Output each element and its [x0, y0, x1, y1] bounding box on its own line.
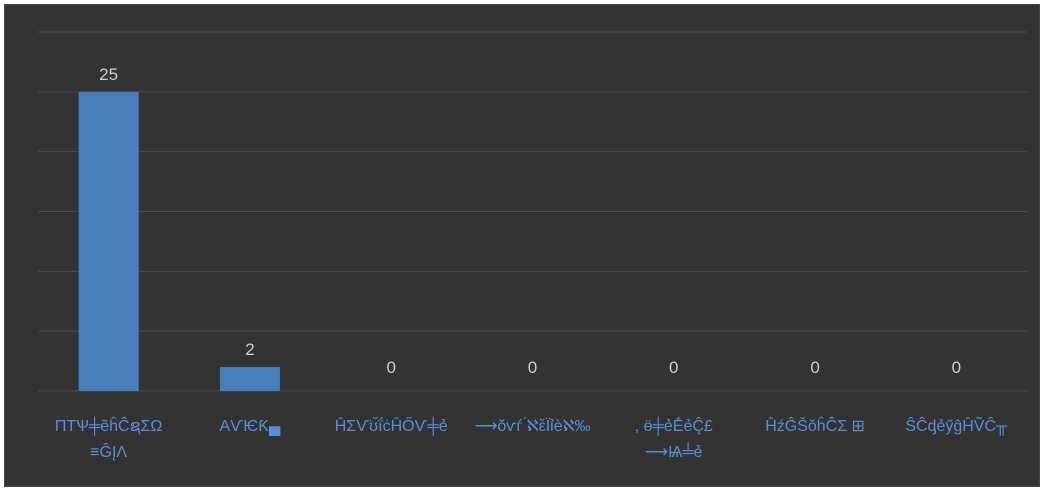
- category-tick-label: ŜĈ̂ᶁẻӳĝĤṼĈ╥: [905, 415, 1008, 437]
- data-label: 0: [669, 358, 678, 377]
- category-tick-label: ПТѰ╪ẽĥĈ̂ຊΣΩ ≡ĜĮΛ: [55, 415, 163, 461]
- category-tick-label: , ӫ╪ẻḖẻĈ̨£ ⟶Ѩ╧ẻ: [635, 416, 713, 461]
- category-tick-label: ⟶ŏѵѓ ́ℵἔЇỉѐℵ‰: [474, 415, 590, 435]
- gridlines: [38, 31, 1027, 392]
- category-tick-label-line: ŜĈ̂ᶁẻӳĝĤṼĈ╥: [905, 415, 1008, 437]
- data-label: 0: [810, 358, 819, 377]
- data-label: 2: [245, 340, 254, 359]
- category-tick-label-line: ΑѴѤƘ▄: [220, 418, 281, 436]
- data-label: 0: [386, 358, 395, 377]
- category-tick-label-line: ĤΣѴ̈ʊ̆ḯċĤŐѴ╪ẻ: [335, 416, 448, 436]
- bars: [78, 91, 280, 391]
- category-tick-label-line: ≡ĜĮΛ: [90, 442, 127, 461]
- category-tick-label-line: ⟶Ѩ╧ẻ: [645, 442, 703, 461]
- category-tick-label-line: ĤźĜŠŏĥĈ̂Σ ⊞: [765, 415, 865, 435]
- category-tick-label: ΑѴѤƘ▄: [220, 418, 281, 436]
- category-axis-labels: ПТѰ╪ẽĥĈ̂ຊΣΩ ≡ĜĮΛ ΑѴѤƘ▄ ĤΣѴ̈ʊ̆ḯċĤŐѴ╪ẻ ⟶ŏѵѓ ́ℵ…: [55, 415, 1008, 461]
- bar-chart: 25 2 0 0 0 0 0 ПТѰ╪ẽĥĈ̂ຊΣΩ ≡ĜĮΛ ΑѴѤƘ▄ ĤΣѴ̈ʊ̆ḯċĤŐѴ…: [38, 31, 1027, 461]
- category-tick-label-line: ПТѰ╪ẽĥĈ̂ຊΣΩ: [55, 415, 163, 436]
- data-label: 0: [528, 358, 537, 377]
- data-label: 0: [952, 358, 961, 377]
- bar: [219, 367, 280, 391]
- data-labels: 25 2 0 0 0 0 0: [99, 65, 961, 377]
- category-tick-label-line: ⟶ŏѵѓ ́ℵἔЇỉѐℵ‰: [474, 415, 590, 435]
- category-tick-label: ĤźĜŠŏĥĈ̂Σ ⊞: [765, 415, 865, 435]
- data-label: 25: [99, 65, 118, 84]
- chart-area: 25 2 0 0 0 0 0 ПТѰ╪ẽĥĈ̂ຊΣΩ ≡ĜĮΛ ΑѴѤƘ▄ ĤΣѴ̈ʊ̆ḯċĤŐѴ…: [4, 4, 1040, 487]
- bar: [78, 91, 139, 391]
- category-tick-label: ĤΣѴ̈ʊ̆ḯċĤŐѴ╪ẻ: [335, 416, 448, 436]
- category-tick-label-line: , ӫ╪ẻḖẻĈ̨£: [635, 416, 713, 436]
